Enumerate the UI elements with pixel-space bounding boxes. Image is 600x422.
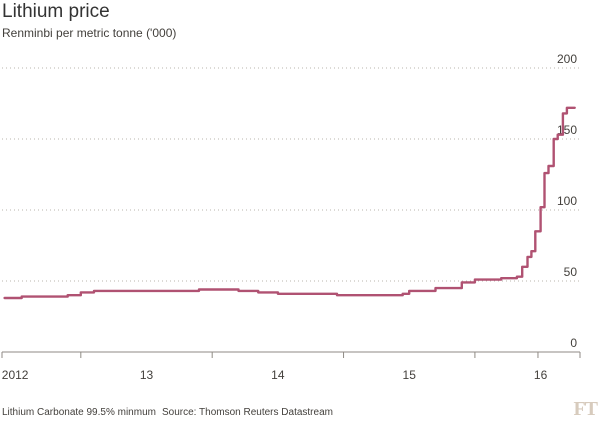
- xtick-label-2012: 2012: [2, 368, 29, 382]
- ytick-label-100: 100: [557, 194, 577, 208]
- xtick-label-15: 15: [403, 368, 417, 382]
- footer-note: Lithium Carbonate 99.5% minmum: [2, 407, 156, 418]
- ytick-label-200: 200: [557, 52, 577, 66]
- xtick-label-13: 13: [140, 368, 154, 382]
- xtick-label-14: 14: [271, 368, 285, 382]
- footer-source: Source: Thomson Reuters Datastream: [161, 407, 333, 418]
- ytick-label-50: 50: [564, 265, 578, 279]
- x-axis: 2012 13 14 15 16: [1, 351, 581, 382]
- ft-logo: FT: [573, 398, 598, 420]
- chart-footer: Lithium Carbonate 99.5% minmum Source: Th…: [2, 407, 333, 418]
- xtick-label-16: 16: [534, 368, 548, 382]
- chart-title: Lithium price: [2, 1, 110, 22]
- ytick-label-0: 0: [570, 336, 577, 350]
- series-lines: [3, 106, 576, 300]
- series-line-0: [3, 106, 576, 300]
- chart-subtitle: Renminbi per metric tonne ('000): [2, 26, 177, 40]
